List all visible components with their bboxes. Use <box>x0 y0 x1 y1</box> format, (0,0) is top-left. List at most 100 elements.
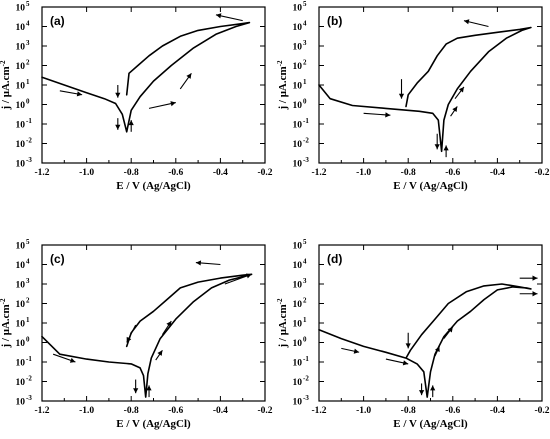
y-tick-exponent: 2 <box>26 297 30 305</box>
y-tick-label: 10 <box>293 101 303 111</box>
y-tick-exponent: -3 <box>26 394 32 402</box>
x-axis-title: E / V (Ag/AgCl) <box>116 180 191 192</box>
y-tick-label: 10 <box>293 242 303 252</box>
x-tick-label: -0.4 <box>213 406 228 416</box>
scan-direction-arrow <box>59 90 83 97</box>
scan-direction-arrow <box>115 85 121 98</box>
y-tick-label: 10 <box>16 4 26 14</box>
scan-direction-arrow <box>434 133 440 150</box>
x-tick-label: -0.8 <box>401 406 416 416</box>
x-tick-label: -1.0 <box>356 168 371 178</box>
scan-direction-arrow <box>519 275 538 281</box>
panel-label: (a) <box>50 14 65 28</box>
x-tick-label: -0.6 <box>168 168 183 178</box>
y-tick-exponent: 4 <box>26 258 30 266</box>
y-axis-title: j / μA.cm-2 <box>0 298 12 349</box>
y-tick-exponent: 4 <box>303 20 307 28</box>
plot-frame <box>41 6 266 164</box>
y-tick-label: 10 <box>16 62 26 72</box>
chart-panel-2: -1.2 -1.0 -0.8 -0.6 -0.4 -0.210-310-210-110 01… <box>276 0 550 192</box>
polarization-curve <box>318 26 532 153</box>
y-tick-label: 10 <box>16 43 26 53</box>
y-tick-label: 10 <box>16 82 26 92</box>
x-axis-title: E / V (Ag/AgCl) <box>393 180 468 192</box>
scan-direction-arrow <box>385 358 409 366</box>
y-tick-exponent: 4 <box>303 258 307 266</box>
x-axis-title: E / V (Ag/AgCl) <box>393 418 468 430</box>
y-tick-exponent: 1 <box>303 316 307 324</box>
x-tick-label: -0.2 <box>534 168 549 178</box>
scan-direction-arrow <box>519 291 538 297</box>
scan-direction-arrow <box>405 332 411 349</box>
scan-direction-arrow <box>215 13 243 22</box>
y-axis-title-sup: -2 <box>0 60 7 66</box>
y-tick-label: 10 <box>293 398 303 408</box>
y-tick-label: 10 <box>293 160 303 170</box>
y-tick-exponent: 4 <box>26 20 30 28</box>
scan-direction-arrow <box>443 145 449 158</box>
x-tick-label: -0.2 <box>257 406 272 416</box>
y-tick-exponent: 0 <box>303 336 307 344</box>
chart-panel-3: -1.2 -1.0 -0.8 -0.6 -0.4 -0.210-310-210-110 01… <box>0 238 273 430</box>
y-tick-exponent: 2 <box>303 59 307 67</box>
y-tick-label: 10 <box>16 242 26 252</box>
y-axis-title-sup: -2 <box>276 60 284 66</box>
y-tick-label: 10 <box>16 281 26 291</box>
y-tick-exponent: -3 <box>303 156 309 164</box>
y-tick-exponent: 0 <box>303 98 307 106</box>
y-axis-title: j / μA.cm-2 <box>276 298 289 349</box>
x-tick-label: -1.2 <box>311 168 326 178</box>
scan-direction-arrow <box>126 324 137 343</box>
y-tick-exponent: 2 <box>26 59 30 67</box>
x-tick-label: -0.2 <box>534 406 549 416</box>
y-axis-title: j / μA.cm-2 <box>276 60 289 111</box>
scan-direction-arrow <box>52 353 76 363</box>
y-tick-exponent: 3 <box>303 277 307 285</box>
y-tick-exponent: -2 <box>303 137 309 145</box>
y-tick-label: 10 <box>293 320 303 330</box>
scan-direction-arrow <box>341 347 360 354</box>
y-tick-exponent: 1 <box>303 78 307 86</box>
y-tick-label: 10 <box>293 121 303 131</box>
y-tick-exponent: -3 <box>303 394 309 402</box>
y-tick-exponent: -2 <box>303 375 309 383</box>
x-tick-label: -1.2 <box>34 168 49 178</box>
y-tick-label: 10 <box>293 43 303 53</box>
scan-direction-arrow <box>398 79 405 99</box>
x-axis-title: E / V (Ag/AgCl) <box>116 418 191 430</box>
y-tick-exponent: 5 <box>303 0 307 8</box>
x-tick-label: -0.8 <box>401 168 416 178</box>
scan-direction-arrow <box>155 349 163 361</box>
y-axis-title-sup: -2 <box>276 298 284 304</box>
y-tick-label: 10 <box>293 359 303 369</box>
x-tick-label: -0.4 <box>490 406 505 416</box>
y-tick-label: 10 <box>16 160 26 170</box>
scan-direction-arrow <box>128 120 134 132</box>
y-tick-exponent: 0 <box>26 336 30 344</box>
polarization-curve <box>41 21 251 133</box>
y-axis-title: j / μA.cm-2 <box>0 60 12 111</box>
scan-direction-arrow <box>434 346 440 357</box>
scan-direction-arrow <box>161 320 172 336</box>
x-tick-label: -0.8 <box>124 406 139 416</box>
y-tick-exponent: 3 <box>26 39 30 47</box>
x-tick-label: -1.2 <box>34 406 49 416</box>
scan-direction-arrow <box>463 19 489 28</box>
chart-panel-4: -1.2 -1.0 -0.8 -0.6 -0.4 -0.210-310-210-110 01… <box>276 238 550 430</box>
y-tick-exponent: 5 <box>26 0 30 8</box>
panel-label: (b) <box>327 14 342 28</box>
y-tick-label: 10 <box>16 140 26 150</box>
x-tick-label: -0.6 <box>445 168 460 178</box>
y-tick-exponent: -3 <box>26 156 32 164</box>
y-tick-label: 10 <box>293 62 303 72</box>
y-tick-exponent: 0 <box>26 98 30 106</box>
scan-direction-arrow <box>115 118 121 130</box>
x-tick-label: -0.4 <box>490 168 505 178</box>
y-tick-exponent: -1 <box>303 117 309 125</box>
x-tick-label: -1.0 <box>79 406 94 416</box>
y-tick-exponent: 5 <box>303 238 307 246</box>
y-tick-exponent: -2 <box>26 137 32 145</box>
panel-label: (d) <box>327 252 342 266</box>
y-tick-label: 10 <box>293 378 303 388</box>
y-tick-label: 10 <box>16 300 26 310</box>
